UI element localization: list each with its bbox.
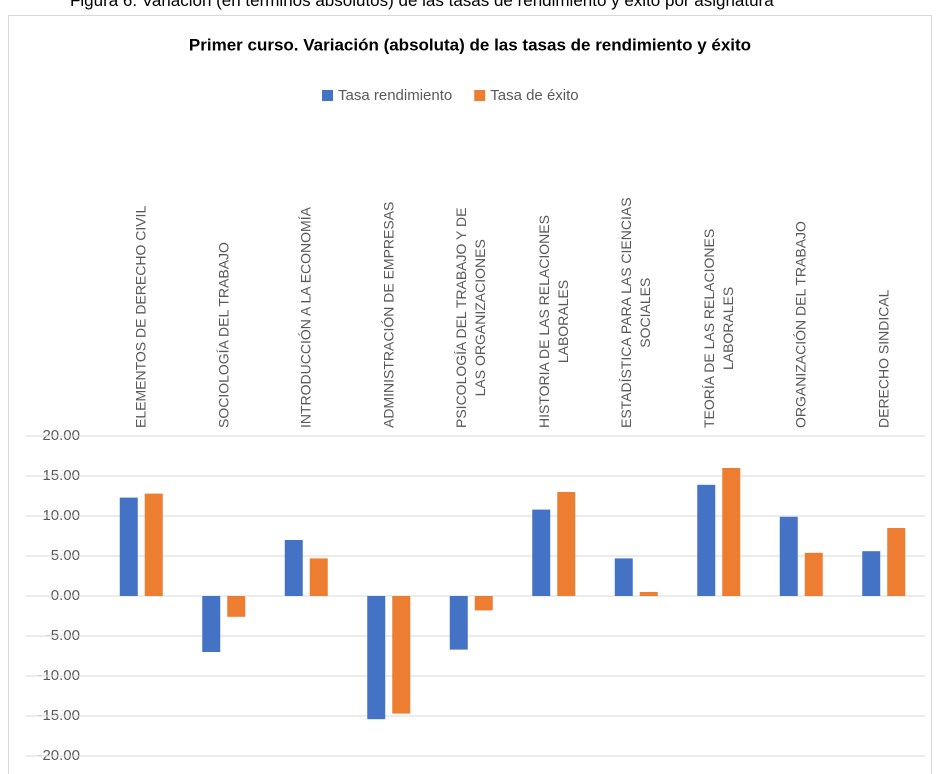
bar: [392, 596, 411, 714]
bar: [119, 497, 138, 596]
bar: [309, 558, 328, 596]
x-tick-label: ELEMENTOS DE DERECHO CIVIL: [132, 205, 149, 428]
y-tick-label: 20.00: [42, 427, 80, 444]
caption: Figura 6. Variación (en términos absolut…: [70, 0, 774, 10]
x-tick-label: HISTORIA DE LAS RELACIONES LABORALES: [535, 215, 571, 428]
bar: [779, 516, 798, 596]
y-tick-label: 10.00: [42, 507, 80, 524]
legend-swatch: [322, 90, 333, 101]
bar: [862, 551, 881, 596]
x-tick-label: TEORÍA DE LAS RELACIONES LABORALES: [700, 228, 736, 428]
x-tick-label: SOCIOLOGÍA DEL TRABAJO: [215, 242, 232, 428]
x-tick-label-box: TEORÍA DE LAS RELACIONES LABORALES: [700, 138, 738, 428]
y-tick-label: -10.00: [37, 667, 80, 684]
x-tick-label-box: ESTADÍSTICA PARA LAS CIENCIAS SOCIALES: [617, 138, 655, 428]
bar: [697, 484, 716, 596]
legend-swatch: [474, 90, 486, 101]
y-tick-label: 0.00: [51, 587, 80, 604]
bar: [614, 558, 633, 596]
x-tick-label: DERECHO SINDICAL: [875, 289, 892, 428]
bar: [284, 540, 303, 596]
chart-title: Primer curso. Variación (absoluta) de la…: [189, 35, 751, 54]
bar: [227, 596, 246, 617]
x-tick-label: PSICOLOGÍA DEL TRABAJO Y DE LAS ORGANIZA…: [453, 207, 489, 428]
x-tick-label-box: ELEMENTOS DE DERECHO CIVIL: [132, 138, 151, 428]
bar: [887, 528, 906, 596]
x-tick-label-box: ORGANIZACIÓN DEL TRABAJO: [792, 138, 811, 428]
bar: [532, 509, 551, 596]
x-tick-label-box: SOCIOLOGÍA DEL TRABAJO: [214, 138, 233, 428]
y-tick-label: -5.00: [46, 627, 80, 644]
bar: [804, 552, 823, 596]
bar: [144, 493, 163, 596]
bar: [202, 596, 221, 652]
x-tick-label: INTRODUCCIÓN A LA ECONOMÍA: [297, 207, 314, 428]
x-tick-label: ORGANIZACIÓN DEL TRABAJO: [792, 221, 809, 428]
x-tick-label-box: HISTORIA DE LAS RELACIONES LABORALES: [535, 138, 573, 428]
bar: [557, 492, 576, 596]
x-tick-label: ADMINISTRACIÓN DE EMPRESAS: [380, 201, 397, 428]
legend-label: Tasa rendimiento: [338, 87, 452, 104]
y-tick-label: -20.00: [37, 747, 80, 764]
x-tick-label-box: DERECHO SINDICAL: [874, 138, 893, 428]
bar: [722, 468, 741, 596]
x-tick-label-box: INTRODUCCIÓN A LA ECONOMÍA: [297, 138, 316, 428]
chart-border: [8, 15, 932, 774]
y-tick-label: 15.00: [42, 467, 80, 484]
y-tick-label: -15.00: [37, 707, 80, 724]
x-tick-label-box: PSICOLOGÍA DEL TRABAJO Y DE LAS ORGANIZA…: [452, 138, 490, 428]
bar: [367, 596, 386, 720]
bar: [474, 596, 493, 611]
y-tick-label: 5.00: [51, 547, 80, 564]
x-tick-label: ESTADÍSTICA PARA LAS CIENCIAS SOCIALES: [618, 197, 654, 428]
bar: [639, 592, 658, 596]
bar: [449, 596, 468, 650]
x-tick-label-box: ADMINISTRACIÓN DE EMPRESAS: [379, 138, 398, 428]
legend-label: Tasa de éxito: [490, 87, 578, 104]
